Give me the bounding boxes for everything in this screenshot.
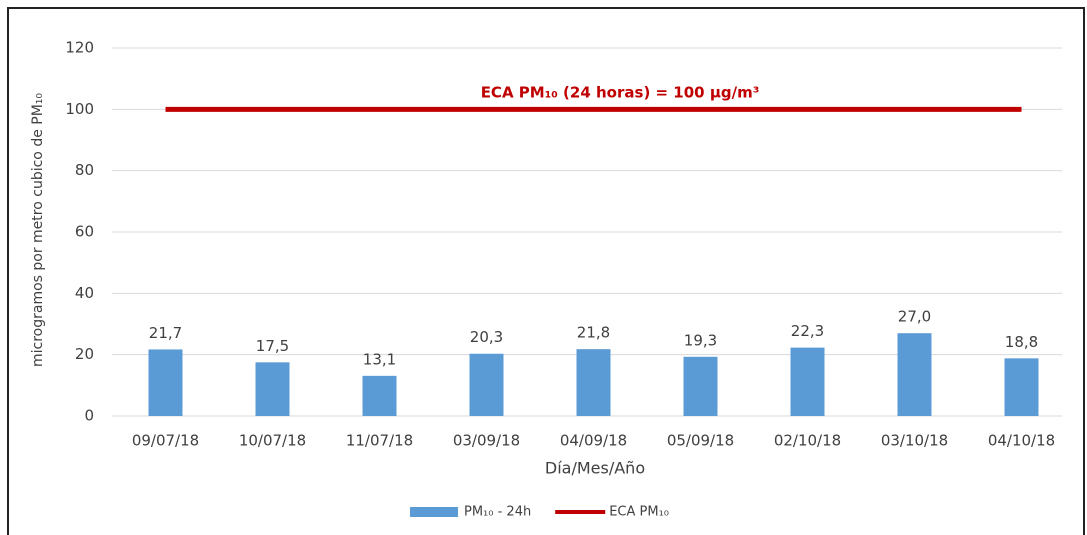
y-tick-label: 100 bbox=[65, 100, 94, 118]
bar bbox=[897, 333, 932, 416]
legend-label: ECA PM₁₀ bbox=[609, 505, 669, 520]
bar bbox=[362, 375, 397, 416]
x-tick-label: 03/09/18 bbox=[453, 432, 520, 450]
x-tick-label: 04/10/18 bbox=[988, 432, 1055, 450]
chart-frame bbox=[7, 7, 1085, 535]
value-label: 20,3 bbox=[470, 328, 503, 346]
legend-label: PM₁₀ - 24h bbox=[464, 505, 531, 520]
value-label: 21,7 bbox=[149, 324, 182, 342]
x-tick-label: 04/09/18 bbox=[560, 432, 627, 450]
y-tick-label: 40 bbox=[75, 284, 94, 302]
y-tick-label: 60 bbox=[75, 223, 94, 241]
value-label: 27,0 bbox=[898, 308, 931, 326]
x-tick-label: 02/10/18 bbox=[774, 432, 841, 450]
x-axis-title: Día/Mes/Año bbox=[545, 459, 645, 478]
y-tick-label: 80 bbox=[75, 161, 94, 179]
bar bbox=[255, 362, 290, 416]
x-tick-label: 11/07/18 bbox=[346, 432, 413, 450]
y-axis-title: microgramos por metro cubico de PM₁₀ bbox=[30, 93, 46, 367]
bar bbox=[148, 349, 183, 416]
x-tick-label: 10/07/18 bbox=[239, 432, 306, 450]
value-label: 22,3 bbox=[791, 322, 824, 340]
bar bbox=[469, 353, 504, 416]
bar bbox=[1004, 358, 1039, 416]
value-label: 13,1 bbox=[363, 350, 396, 368]
value-label: 17,5 bbox=[256, 337, 289, 355]
x-tick-label: 05/09/18 bbox=[667, 432, 734, 450]
x-tick-label: 09/07/18 bbox=[132, 432, 199, 450]
y-tick-label: 20 bbox=[75, 345, 94, 363]
bar bbox=[683, 356, 718, 416]
annotation: ECA PM₁₀ (24 horas) = 100 µg/m³ bbox=[481, 84, 760, 102]
value-label: 21,8 bbox=[577, 324, 610, 342]
value-label: 19,3 bbox=[684, 331, 717, 349]
value-label: 18,8 bbox=[1005, 333, 1038, 351]
bar bbox=[576, 349, 611, 416]
legend-swatch bbox=[410, 507, 458, 517]
y-tick-label: 120 bbox=[65, 39, 94, 57]
y-tick-label: 0 bbox=[84, 407, 94, 425]
bar bbox=[790, 347, 825, 416]
x-tick-label: 03/10/18 bbox=[881, 432, 948, 450]
